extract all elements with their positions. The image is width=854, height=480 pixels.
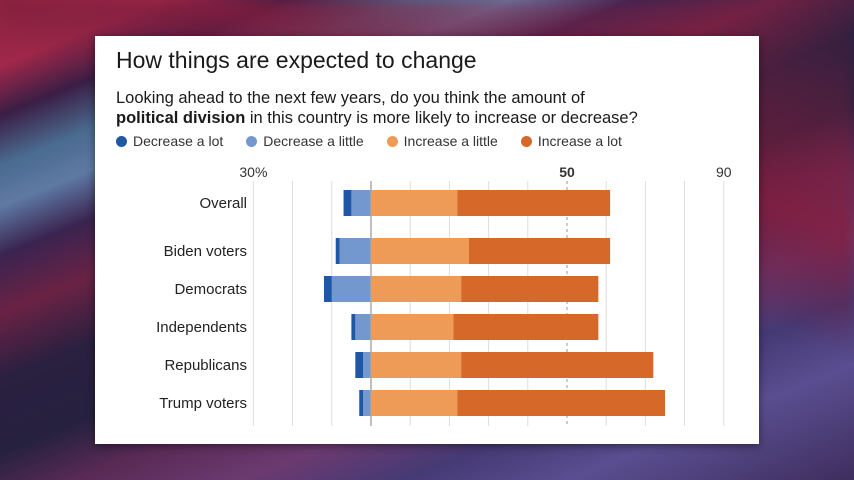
category-label: Biden voters [164, 243, 247, 260]
bar-decrease-a-lot [343, 190, 352, 216]
legend-label: Increase a lot [537, 133, 622, 149]
bar-increase-a-lot [457, 190, 611, 216]
bar-decrease-a-lot [323, 276, 332, 302]
subtitle-bold-text: political division [116, 109, 246, 127]
bar-increase-a-little [371, 314, 454, 340]
legend-item-increase-a-lot: Increase a lot [520, 133, 622, 149]
tick-label: 50 [559, 164, 575, 180]
chart-card: How things are expected to change Lookin… [95, 36, 759, 444]
legend-label: Decrease a little [263, 133, 364, 149]
legend-dot-decrease-a-lot [116, 135, 127, 147]
bar-decrease-a-little [363, 390, 371, 416]
chart-title: How things are expected to change [116, 47, 477, 73]
gridlines [252, 181, 725, 426]
category-label: Democrats [174, 281, 247, 298]
bar-increase-a-lot [457, 390, 665, 416]
bar-decrease-a-little [351, 190, 371, 216]
legend-dot-increase-a-lot [520, 135, 532, 147]
legend-label: Increase a little [403, 133, 498, 149]
category-label: Independents [156, 319, 247, 336]
bar-increase-a-little [371, 190, 458, 216]
bar-increase-a-lot [461, 276, 599, 302]
chart-subtitle: Looking ahead to the next few years, do … [116, 88, 756, 128]
bar-increase-a-lot [453, 314, 599, 340]
bar-decrease-a-lot [355, 352, 364, 378]
bar-increase-a-little [371, 352, 462, 378]
bar-decrease-a-little [363, 352, 371, 378]
bar-decrease-a-lot [351, 314, 356, 340]
bars [323, 190, 665, 416]
legend-item-decrease-a-little: Decrease a little [246, 133, 364, 149]
bar-increase-a-little [371, 390, 458, 416]
category-labels: Overall Biden voters Democrats Independents… [156, 195, 247, 412]
bar-decrease-a-lot [359, 390, 364, 416]
bar-increase-a-lot [461, 352, 654, 378]
tick-label: 90 [716, 164, 732, 180]
subtitle-text-2: in this country is more likely to increa… [245, 109, 638, 127]
subtitle-text-1: Looking ahead to the next few years, do … [116, 89, 585, 107]
category-label: Overall [199, 195, 247, 212]
legend-label: Decrease a lot [133, 133, 224, 149]
bar-increase-a-lot [469, 238, 611, 264]
legend-dot-increase-a-little [386, 135, 398, 147]
chart-legend: Decrease a lot Decrease a little Increas… [116, 133, 645, 149]
legend-dot-decrease-a-little [246, 135, 258, 147]
chart-plot: 30% 50 90 Overall Biden voters Democrats Inde… [156, 164, 732, 426]
bar-decrease-a-little [331, 276, 371, 302]
tick-label: 30% [239, 164, 267, 180]
legend-item-increase-a-little: Increase a little [386, 133, 498, 149]
bar-decrease-a-little [355, 314, 371, 340]
category-label: Republicans [164, 357, 247, 374]
bar-decrease-a-little [339, 238, 371, 264]
bar-decrease-a-lot [335, 238, 340, 264]
legend-item-decrease-a-lot: Decrease a lot [116, 133, 223, 149]
category-label: Trump voters [159, 395, 247, 412]
bar-increase-a-little [371, 276, 462, 302]
axis-ticks: 30% 50 90 [239, 164, 731, 180]
bar-increase-a-little [371, 238, 469, 264]
